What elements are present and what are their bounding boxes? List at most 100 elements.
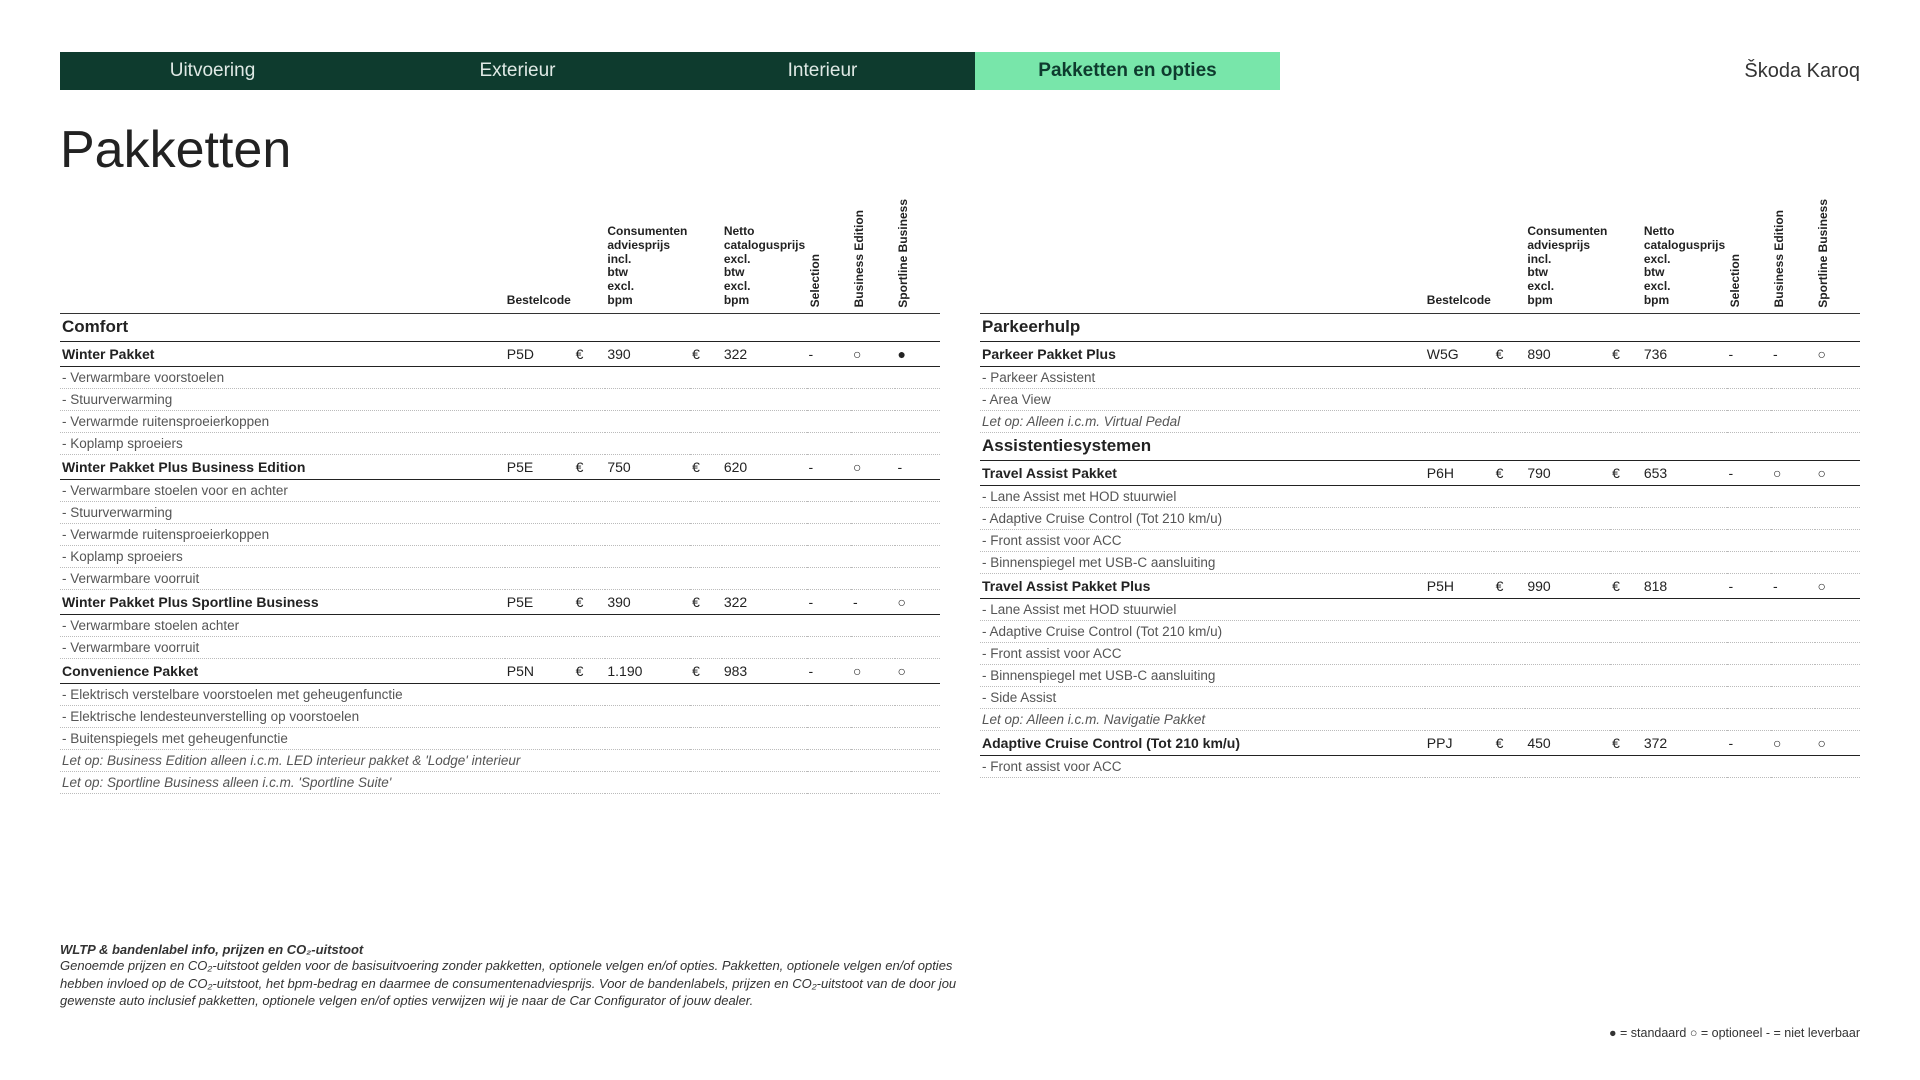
availability: - xyxy=(1771,573,1815,598)
left-column: BestelcodeConsumentenadviesprijsincl.btw… xyxy=(60,195,940,910)
package-name: Travel Assist Pakket Plus xyxy=(980,573,1425,598)
content: BestelcodeConsumentenadviesprijsincl.btw… xyxy=(60,195,1860,910)
note: Let op: Alleen i.c.m. Virtual Pedal xyxy=(980,410,1860,432)
price-incl: 990 xyxy=(1525,573,1610,598)
package-name: Convenience Pakket xyxy=(60,658,505,683)
price-excl: 983 xyxy=(722,658,807,683)
feature: - Front assist voor ACC xyxy=(980,755,1860,777)
package-code: PPJ xyxy=(1425,730,1494,755)
price-excl: 620 xyxy=(722,454,807,479)
feature: - Stuurverwarming xyxy=(60,501,940,523)
tab-uitvoering[interactable]: Uitvoering xyxy=(60,52,365,90)
feature: - Koplamp sproeiers xyxy=(60,432,940,454)
package-code: P5H xyxy=(1425,573,1494,598)
price-incl: 750 xyxy=(605,454,690,479)
price-excl: 372 xyxy=(1642,730,1727,755)
currency: € xyxy=(690,341,722,366)
package-name: Parkeer Pakket Plus xyxy=(980,341,1425,366)
feature: - Stuurverwarming xyxy=(60,388,940,410)
currency: € xyxy=(1610,730,1642,755)
note: Let op: Sportline Business alleen i.c.m.… xyxy=(60,771,940,793)
availability: ● xyxy=(895,341,940,366)
feature: - Side Assist xyxy=(980,686,1860,708)
feature: - Verwarmbare voorruit xyxy=(60,567,940,589)
price-incl: 890 xyxy=(1525,341,1610,366)
availability: ○ xyxy=(1815,341,1860,366)
price-incl: 390 xyxy=(605,341,690,366)
availability: - xyxy=(851,589,895,614)
package-name: Winter Pakket Plus Sportline Business xyxy=(60,589,505,614)
currency: € xyxy=(574,589,606,614)
currency: € xyxy=(1610,460,1642,485)
availability: - xyxy=(807,341,851,366)
footnote-title: WLTP & bandenlabel info, prijzen en CO₂-… xyxy=(60,942,960,957)
availability: ○ xyxy=(1815,460,1860,485)
price-excl: 653 xyxy=(1642,460,1727,485)
tab-pakketten[interactable]: Pakketten en opties xyxy=(975,52,1280,90)
note: Let op: Business Edition alleen i.c.m. L… xyxy=(60,749,940,771)
currency: € xyxy=(574,658,606,683)
availability: - xyxy=(1727,573,1771,598)
section-title: Comfort xyxy=(60,313,940,341)
package-code: P5N xyxy=(505,658,574,683)
nav-tabs: Uitvoering Exterieur Interieur Pakketten… xyxy=(60,52,1280,90)
currency: € xyxy=(690,454,722,479)
price-incl: 390 xyxy=(605,589,690,614)
feature: - Binnenspiegel met USB-C aansluiting xyxy=(980,551,1860,573)
package-name: Adaptive Cruise Control (Tot 210 km/u) xyxy=(980,730,1425,755)
feature: - Parkeer Assistent xyxy=(980,366,1860,388)
availability: ○ xyxy=(895,589,940,614)
feature: - Elektrisch verstelbare voorstoelen met… xyxy=(60,683,940,705)
package-code: P5E xyxy=(505,454,574,479)
availability: - xyxy=(1727,460,1771,485)
price-excl: 818 xyxy=(1642,573,1727,598)
currency: € xyxy=(690,658,722,683)
availability: ○ xyxy=(851,454,895,479)
price-excl: 322 xyxy=(722,589,807,614)
price-excl: 322 xyxy=(722,341,807,366)
availability: - xyxy=(1771,341,1815,366)
page-title: Pakketten xyxy=(60,120,291,180)
feature: - Verwarmbare stoelen voor en achter xyxy=(60,479,940,501)
right-column: BestelcodeConsumentenadviesprijsincl.btw… xyxy=(980,195,1860,910)
availability: - xyxy=(807,589,851,614)
availability: - xyxy=(1727,341,1771,366)
availability: - xyxy=(807,658,851,683)
tab-interieur[interactable]: Interieur xyxy=(670,52,975,90)
price-excl: 736 xyxy=(1642,341,1727,366)
package-code: P5D xyxy=(505,341,574,366)
feature: - Lane Assist met HOD stuurwiel xyxy=(980,598,1860,620)
legend: ● = standaard ○ = optioneel - = niet lev… xyxy=(1609,1026,1860,1040)
footnote-body: Genoemde prijzen en CO₂-uitstoot gelden … xyxy=(60,957,960,1010)
currency: € xyxy=(1494,573,1526,598)
availability: - xyxy=(895,454,940,479)
price-incl: 1.190 xyxy=(605,658,690,683)
feature: - Verwarmde ruitensproeierkoppen xyxy=(60,523,940,545)
package-code: P5E xyxy=(505,589,574,614)
availability: ○ xyxy=(1771,460,1815,485)
availability: ○ xyxy=(895,658,940,683)
availability: ○ xyxy=(851,341,895,366)
price-incl: 450 xyxy=(1525,730,1610,755)
availability: - xyxy=(807,454,851,479)
feature: - Verwarmbare voorruit xyxy=(60,636,940,658)
note: Let op: Alleen i.c.m. Navigatie Pakket xyxy=(980,708,1860,730)
feature: - Verwarmbare voorstoelen xyxy=(60,366,940,388)
feature: - Lane Assist met HOD stuurwiel xyxy=(980,485,1860,507)
feature: - Front assist voor ACC xyxy=(980,642,1860,664)
package-code: P6H xyxy=(1425,460,1494,485)
availability: ○ xyxy=(1815,573,1860,598)
feature: - Verwarmbare stoelen achter xyxy=(60,614,940,636)
currency: € xyxy=(1494,460,1526,485)
feature: - Area View xyxy=(980,388,1860,410)
footnote: WLTP & bandenlabel info, prijzen en CO₂-… xyxy=(60,942,960,1010)
package-name: Travel Assist Pakket xyxy=(980,460,1425,485)
right-table: BestelcodeConsumentenadviesprijsincl.btw… xyxy=(980,195,1860,778)
feature: - Front assist voor ACC xyxy=(980,529,1860,551)
currency: € xyxy=(1610,341,1642,366)
tab-exterieur[interactable]: Exterieur xyxy=(365,52,670,90)
feature: - Verwarmde ruitensproeierkoppen xyxy=(60,410,940,432)
currency: € xyxy=(1610,573,1642,598)
currency: € xyxy=(574,454,606,479)
feature: - Koplamp sproeiers xyxy=(60,545,940,567)
